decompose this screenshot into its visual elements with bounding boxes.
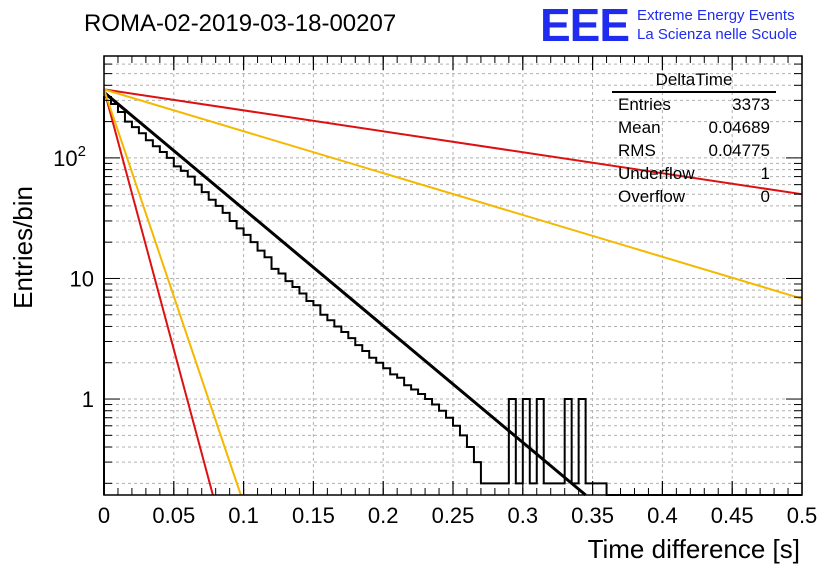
stats-box: DeltaTime Entries 3373 Mean 0.04689 RMS …: [612, 70, 776, 208]
stats-label: RMS: [618, 141, 656, 160]
stats-title: DeltaTime: [612, 70, 776, 93]
curve-fit: [103, 91, 587, 497]
curve-orange-slow: [103, 88, 803, 300]
stats-row: Underflow 1: [612, 162, 776, 185]
chart-title: ROMA-02-2019-03-18-00207: [84, 10, 397, 37]
stats-value: 3373: [732, 95, 770, 114]
x-tick-label: 0.4: [647, 503, 678, 528]
logo-line-1: Extreme Energy Events: [637, 7, 795, 24]
x-axis-label: Time difference [s]: [587, 534, 800, 564]
axes: 0 0.05 0.1 0.15 0.2 0.25 0.3 0.35 0.4 0.45 0.51101…: [53, 55, 818, 528]
y-axis-label: Entries/bin: [8, 186, 38, 309]
curve-red-fast: [103, 89, 214, 496]
stats-row: Mean 0.04689: [612, 116, 776, 139]
stats-value: 0: [760, 187, 770, 206]
x-tick-label: 0.35: [571, 503, 614, 528]
curve-orange-fast: [103, 89, 242, 496]
curve-red-slow: [103, 88, 803, 196]
y-tick-label: 1: [82, 387, 94, 412]
stats-value: 0.04689: [708, 118, 770, 137]
stats-label: Underflow: [618, 164, 695, 183]
x-tick-label: 0.2: [368, 503, 399, 528]
stats-label: Overflow: [618, 187, 686, 206]
stats-label: Entries: [618, 95, 671, 114]
curves: [103, 88, 803, 497]
x-tick-label: 0.5: [787, 503, 818, 528]
stats-value: 1: [760, 164, 770, 183]
x-tick-label: 0.1: [228, 503, 259, 528]
logo-mark: EEE: [540, 0, 630, 51]
y-tick-label: 10: [70, 266, 94, 291]
stats-value: 0.04775: [708, 141, 770, 160]
y-tick-label: 102: [53, 143, 86, 171]
x-tick-label: 0.3: [508, 503, 539, 528]
stats-row: Overflow 0: [612, 185, 776, 208]
x-tick-label: 0.05: [152, 503, 195, 528]
x-tick-label: 0.45: [711, 503, 754, 528]
stats-row: Entries 3373: [612, 93, 776, 116]
x-tick-label: 0.25: [432, 503, 475, 528]
x-tick-label: 0.15: [292, 503, 335, 528]
stats-label: Mean: [618, 118, 661, 137]
logo-line-2: La Scienza nelle Scuole: [637, 26, 798, 43]
stats-row: RMS 0.04775: [612, 139, 776, 162]
x-tick-label: 0: [98, 503, 110, 528]
logo-text: Extreme Energy Events La Scienza nelle S…: [637, 6, 797, 44]
